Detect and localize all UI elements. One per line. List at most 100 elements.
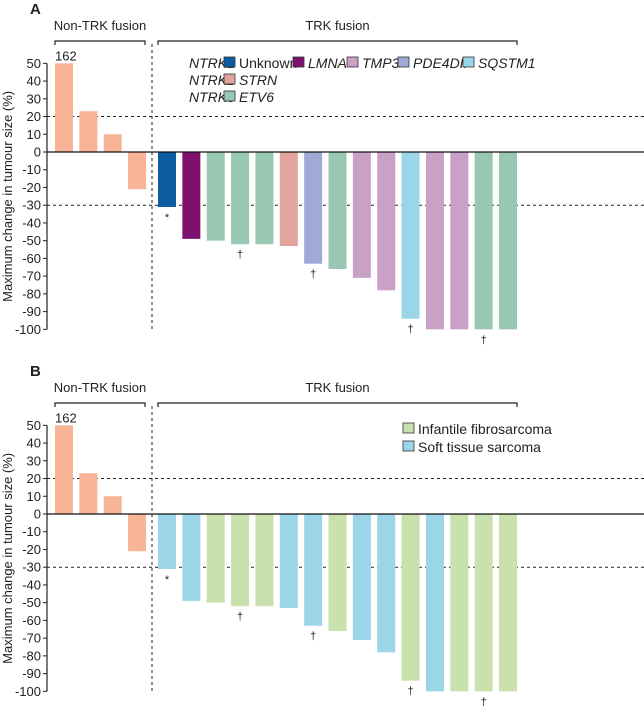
bar-marker: † xyxy=(310,631,316,643)
y-tick-label: -50 xyxy=(22,595,41,610)
bar-marker: † xyxy=(310,269,316,281)
y-tick-label: 20 xyxy=(27,471,41,486)
bar xyxy=(450,152,469,330)
bar xyxy=(231,514,250,607)
panel-A: A Maximum change in tumour size (%) 50 40 30… xyxy=(0,1,644,346)
bar xyxy=(304,152,323,264)
bar-marker: † xyxy=(237,611,243,623)
panel-B: B Maximum change in tumour size (%) 50 40 30… xyxy=(0,363,644,708)
bar xyxy=(158,152,176,207)
bar xyxy=(499,514,518,692)
bar xyxy=(352,514,371,640)
y-tick-label: -40 xyxy=(22,215,41,230)
y-tick-label: -80 xyxy=(22,648,41,663)
bar xyxy=(182,152,201,239)
legend-gene-label: NTRK2 xyxy=(189,72,235,88)
y-tick-label: 50 xyxy=(27,418,41,433)
legend-label: Infantile fibrosarcoma xyxy=(418,421,552,437)
legend-label: Unknown xyxy=(239,55,297,71)
y-tick-label: -90 xyxy=(22,304,41,319)
bar-value-label: 162 xyxy=(55,48,77,63)
legend-label: TMP3 xyxy=(362,55,400,71)
legend-label: LMNA xyxy=(308,55,347,71)
bar xyxy=(328,152,347,270)
bar xyxy=(328,514,347,632)
bar xyxy=(128,152,147,190)
y-tick-label: -30 xyxy=(22,560,41,575)
bar xyxy=(401,152,420,319)
y-tick-label: -70 xyxy=(22,269,41,284)
y-axis-label: Maximum change in tumour size (%) xyxy=(0,453,15,664)
legend-swatch xyxy=(402,422,415,434)
bar xyxy=(352,152,371,278)
group-bracket xyxy=(157,40,518,45)
y-tick-label: 10 xyxy=(27,127,41,142)
bar xyxy=(103,496,122,514)
panel-label: A xyxy=(30,1,41,18)
bar xyxy=(79,473,98,514)
bar xyxy=(231,152,250,245)
legend-label: SQSTM1 xyxy=(478,55,536,71)
y-tick-label: 10 xyxy=(27,489,41,504)
group-bracket xyxy=(54,402,146,407)
bar xyxy=(474,152,493,330)
bar xyxy=(182,514,201,601)
bar-marker: † xyxy=(408,324,414,336)
bar xyxy=(279,514,298,608)
bar xyxy=(55,425,73,514)
bar xyxy=(401,514,420,681)
bar xyxy=(206,152,225,241)
bar-marker: † xyxy=(481,696,487,708)
y-tick-label: 50 xyxy=(27,56,41,71)
y-tick-label: -20 xyxy=(22,542,41,557)
legend-swatch xyxy=(346,56,359,68)
y-tick-label: -100 xyxy=(15,322,41,337)
bar xyxy=(103,134,122,152)
legend-swatch xyxy=(223,56,236,68)
bar xyxy=(79,111,98,152)
group-bracket xyxy=(157,402,518,407)
bar xyxy=(279,152,298,246)
legend-swatch xyxy=(223,73,236,85)
y-tick-label: 20 xyxy=(27,109,41,124)
bar-marker: * xyxy=(165,574,170,586)
y-tick-label: -80 xyxy=(22,286,41,301)
bar-marker: † xyxy=(408,686,414,698)
bar xyxy=(499,152,518,330)
y-tick-label: 40 xyxy=(27,74,41,89)
group-bracket xyxy=(54,40,146,45)
y-tick-label: 30 xyxy=(27,453,41,468)
bar-marker: † xyxy=(237,249,243,261)
y-tick-label: -40 xyxy=(22,577,41,592)
bar xyxy=(425,514,444,692)
legend-gene-label: NTRK1 xyxy=(189,55,235,71)
bar xyxy=(255,514,274,607)
group-label: Non-TRK fusion xyxy=(54,18,146,33)
y-tick-label: -10 xyxy=(22,524,41,539)
bar-marker: * xyxy=(165,212,170,224)
legend-swatch xyxy=(223,90,236,102)
y-tick-label: -60 xyxy=(22,251,41,266)
bar-value-label: 162 xyxy=(55,410,77,425)
y-axis-label: Maximum change in tumour size (%) xyxy=(0,91,15,302)
y-tick-label: 0 xyxy=(34,145,41,160)
y-tick-label: 30 xyxy=(27,91,41,106)
bar xyxy=(377,152,396,291)
legend-swatch xyxy=(292,56,305,68)
y-tick-label: -10 xyxy=(22,162,41,177)
y-tick-label: -70 xyxy=(22,631,41,646)
bar xyxy=(450,514,469,692)
bar xyxy=(55,63,73,153)
legend-swatch xyxy=(462,56,475,68)
legend-swatch xyxy=(402,440,415,452)
group-label: TRK fusion xyxy=(305,380,369,395)
y-tick-label: -50 xyxy=(22,233,41,248)
bar xyxy=(255,152,274,245)
group-label: Non-TRK fusion xyxy=(54,380,146,395)
bar xyxy=(304,514,323,626)
bar xyxy=(474,514,493,692)
y-tick-label: -100 xyxy=(15,684,41,699)
bar xyxy=(158,514,176,569)
y-tick-label: -20 xyxy=(22,180,41,195)
